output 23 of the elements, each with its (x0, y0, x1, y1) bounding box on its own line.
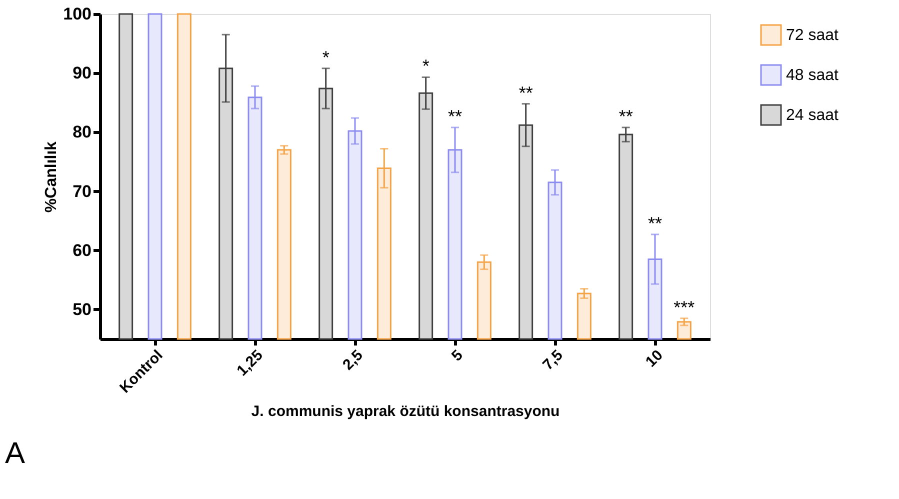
data-label: * (322, 47, 330, 68)
y-axis-title: %Canlılık (43, 141, 60, 213)
y-tick-label: 60 (72, 240, 92, 260)
x-tick-label: 10 (642, 346, 666, 371)
data-label: ** (648, 213, 662, 234)
y-tick-label: 80 (72, 122, 92, 142)
data-label: ** (518, 82, 533, 103)
y-tick-label: 70 (72, 182, 92, 201)
data-label: *** (674, 297, 695, 318)
text: A (5, 437, 26, 470)
x-tick-label: 2,5 (340, 346, 366, 374)
data-label: ** (618, 106, 633, 126)
legend-label: 48 saat (786, 67, 840, 84)
legend-label: 24 saat (786, 107, 840, 124)
legend-label: 72 saat (786, 27, 840, 44)
x-axis-title: J. communis yaprak özütü konsantrasyonu (251, 402, 560, 420)
data-label: ** (448, 106, 462, 126)
x-tick-label: 5 (448, 346, 466, 365)
y-tick-label: 90 (72, 64, 92, 83)
y-tick-label: 100 (63, 4, 92, 24)
x-tick-label: 7,5 (540, 346, 566, 374)
data-label: * (422, 56, 430, 76)
y-tick-label: 50 (72, 300, 92, 319)
